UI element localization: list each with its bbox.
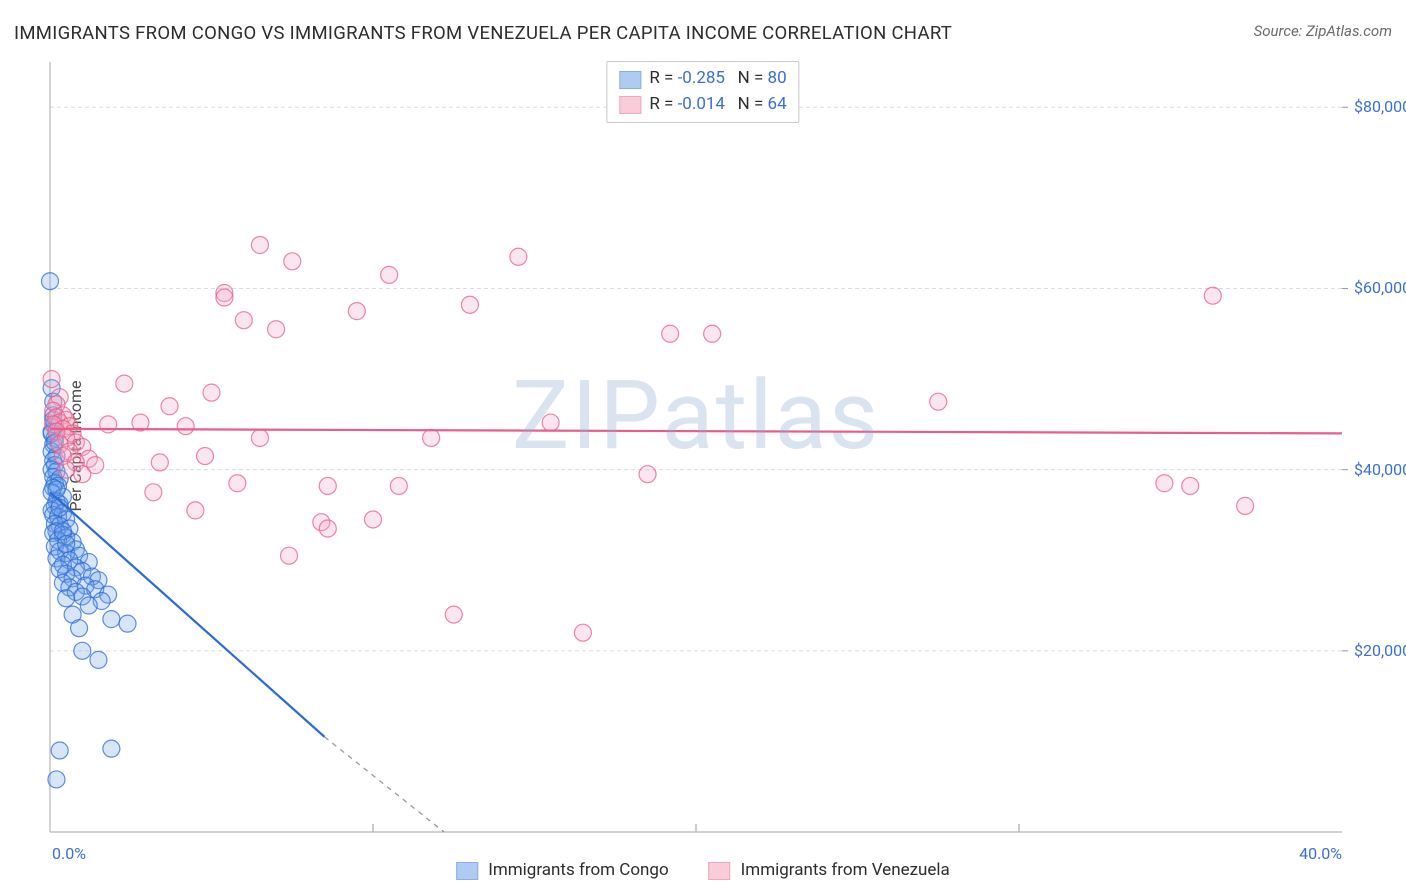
plot-area: ZIPatlas (50, 62, 1342, 832)
legend-bottom: Immigrants from Congo Immigrants from Ven… (456, 860, 950, 880)
legend-stat-row: R = -0.014 N = 64 (619, 92, 786, 118)
y-tick-label: $20,000 (1354, 641, 1406, 660)
legend-swatch (456, 862, 478, 880)
legend-stat-row: R = -0.285 N = 80 (619, 66, 786, 92)
chart-title: IMMIGRANTS FROM CONGO VS IMMIGRANTS FROM… (14, 22, 952, 44)
legend-swatch (619, 71, 641, 89)
y-tick-label: $80,000 (1354, 97, 1406, 116)
y-tick-label: $40,000 (1354, 460, 1406, 479)
legend-stats-box: R = -0.285 N = 80R = -0.014 N = 64 (606, 61, 799, 123)
legend-stat-text: R = -0.285 N = 80 (649, 66, 786, 92)
source-label: Source: ZipAtlas.com (1254, 22, 1392, 40)
legend-swatch (709, 862, 731, 880)
x-tick-label: 0.0% (52, 844, 86, 863)
y-tick-label: $60,000 (1354, 278, 1406, 297)
scatter-plot-svg (50, 62, 1342, 832)
legend-series-label: Immigrants from Venezuela (741, 860, 950, 880)
legend-swatch (619, 96, 641, 114)
legend-series-item: Immigrants from Venezuela (709, 860, 950, 880)
legend-stat-text: R = -0.014 N = 64 (649, 92, 786, 118)
legend-series-item: Immigrants from Congo (456, 860, 668, 880)
legend-series-label: Immigrants from Congo (488, 860, 668, 880)
x-tick-label: 40.0% (1299, 844, 1342, 863)
